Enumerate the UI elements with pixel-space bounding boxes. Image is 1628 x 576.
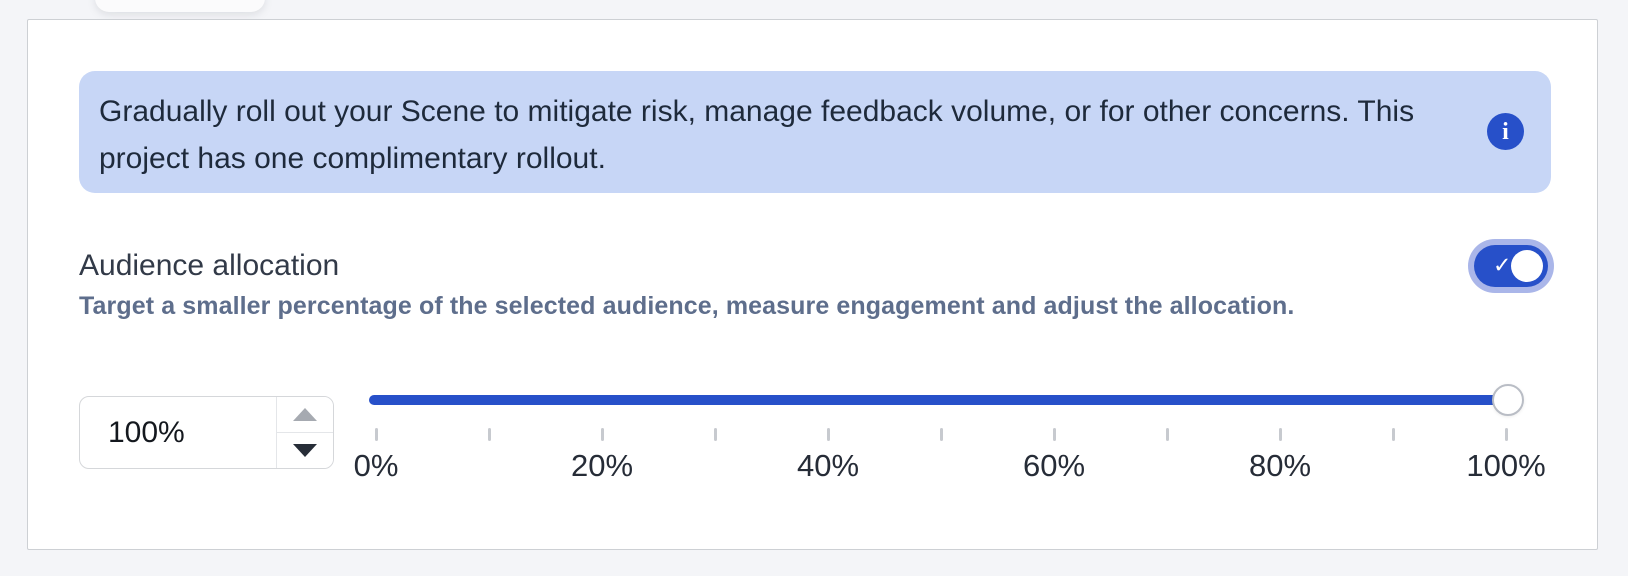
check-icon: ✓ bbox=[1493, 252, 1512, 278]
slider-tick bbox=[600, 428, 604, 441]
increment-button[interactable] bbox=[277, 397, 333, 433]
slider-tick bbox=[1504, 428, 1508, 441]
info-icon[interactable]: i bbox=[1487, 113, 1524, 150]
slider-tick-label: 60% bbox=[1022, 448, 1086, 483]
audience-allocation-label: Audience allocation bbox=[79, 249, 340, 282]
slider-thumb[interactable] bbox=[1492, 384, 1524, 416]
decrement-button[interactable] bbox=[277, 433, 333, 468]
rollout-info-banner: Gradually roll out your Scene to mitigat… bbox=[79, 71, 1551, 193]
slider-track[interactable] bbox=[369, 395, 1509, 405]
stepper bbox=[276, 397, 333, 468]
audience-allocation-toggle[interactable]: ✓ bbox=[1468, 239, 1554, 293]
slider-tick bbox=[826, 428, 830, 441]
banner-text: Gradually roll out your Scene to mitigat… bbox=[99, 95, 1415, 175]
slider-tick bbox=[939, 428, 943, 441]
toggle-knob bbox=[1511, 250, 1543, 282]
rollout-settings-card: Gradually roll out your Scene to mitigat… bbox=[27, 19, 1598, 550]
arrow-up-icon bbox=[293, 408, 317, 421]
audience-allocation-row: Audience allocation ✓ bbox=[79, 239, 1554, 293]
arrow-down-icon bbox=[293, 444, 317, 457]
slider-tick-label: 100% bbox=[1466, 448, 1546, 483]
allocation-percentage-field bbox=[79, 396, 334, 469]
slider-tick-label: 40% bbox=[796, 448, 860, 483]
slider-tick bbox=[1391, 428, 1395, 441]
slider-tick bbox=[1278, 428, 1282, 441]
slider-tick bbox=[1052, 428, 1056, 441]
slider-tick bbox=[713, 428, 717, 441]
toggle-pill: ✓ bbox=[1474, 245, 1548, 287]
slider-tick bbox=[374, 428, 378, 441]
slider-tick bbox=[1165, 428, 1169, 441]
slider-tick-label: 80% bbox=[1248, 448, 1312, 483]
slider-tick-label: 0% bbox=[353, 448, 399, 483]
allocation-percentage-input[interactable] bbox=[80, 397, 276, 468]
slider-tick-label: 20% bbox=[570, 448, 634, 483]
audience-allocation-description: Target a smaller percentage of the selec… bbox=[79, 292, 1295, 320]
slider-tick bbox=[487, 428, 491, 441]
cutoff-element-top bbox=[95, 0, 265, 12]
